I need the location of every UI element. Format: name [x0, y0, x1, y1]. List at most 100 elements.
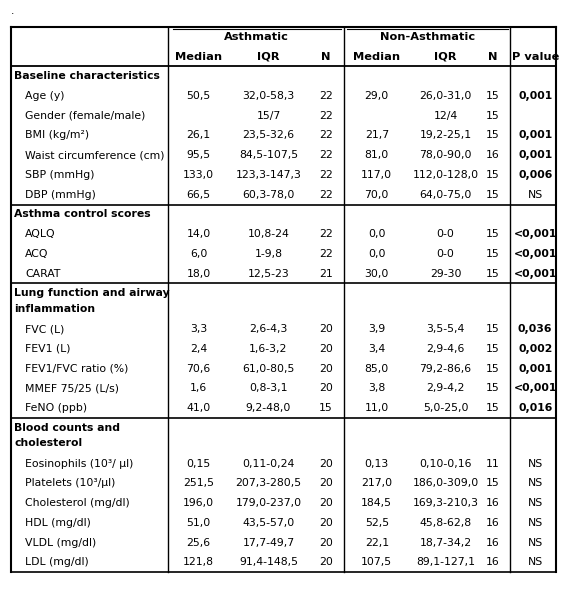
- Text: P value: P value: [512, 51, 559, 62]
- Text: 11: 11: [486, 459, 499, 469]
- Text: 0,006: 0,006: [518, 170, 552, 180]
- Text: 29-30: 29-30: [430, 269, 461, 279]
- Text: 15: 15: [486, 324, 499, 334]
- Text: Eosinophils (10³/ μl): Eosinophils (10³/ μl): [25, 459, 134, 469]
- Text: 12,5-23: 12,5-23: [248, 269, 289, 279]
- Text: 20: 20: [319, 344, 333, 354]
- Text: BMI (kg/m²): BMI (kg/m²): [25, 130, 90, 141]
- Text: 60,3-78,0: 60,3-78,0: [243, 190, 294, 200]
- Text: <0,001: <0,001: [514, 229, 557, 239]
- Text: Waist circumference (cm): Waist circumference (cm): [25, 150, 165, 160]
- Text: 17,7-49,7: 17,7-49,7: [243, 538, 294, 548]
- Text: 15: 15: [486, 111, 499, 121]
- Text: 0-0: 0-0: [437, 249, 455, 259]
- Text: 51,0: 51,0: [187, 518, 210, 528]
- Text: 15: 15: [486, 344, 499, 354]
- Text: 179,0-237,0: 179,0-237,0: [235, 498, 302, 508]
- Text: 0-0: 0-0: [437, 229, 455, 239]
- Text: NS: NS: [527, 518, 543, 528]
- Text: 196,0: 196,0: [183, 498, 214, 508]
- Text: 16: 16: [486, 538, 499, 548]
- Text: Cholesterol (mg/dl): Cholesterol (mg/dl): [25, 498, 130, 508]
- Text: N: N: [488, 51, 497, 62]
- Text: 91,4-148,5: 91,4-148,5: [239, 557, 298, 568]
- Text: NS: NS: [527, 190, 543, 200]
- Text: 3,9: 3,9: [368, 324, 385, 334]
- Text: 18,0: 18,0: [187, 269, 210, 279]
- Text: 70,6: 70,6: [187, 364, 210, 374]
- Text: 0,001: 0,001: [518, 130, 552, 141]
- Text: 2,9-4,2: 2,9-4,2: [426, 383, 465, 393]
- Text: 78,0-90,0: 78,0-90,0: [419, 150, 472, 160]
- Text: 22: 22: [319, 150, 333, 160]
- Text: 18,7-34,2: 18,7-34,2: [420, 538, 472, 548]
- Text: AQLQ: AQLQ: [25, 229, 56, 239]
- Text: 15: 15: [486, 170, 499, 180]
- Text: CARAT: CARAT: [25, 269, 61, 279]
- Text: NS: NS: [527, 478, 543, 489]
- Text: Baseline characteristics: Baseline characteristics: [14, 71, 160, 81]
- Text: 184,5: 184,5: [362, 498, 392, 508]
- Text: ACQ: ACQ: [25, 249, 49, 259]
- Text: 84,5-107,5: 84,5-107,5: [239, 150, 298, 160]
- Text: MMEF 75/25 (L/s): MMEF 75/25 (L/s): [25, 383, 120, 393]
- Text: 81,0: 81,0: [365, 150, 389, 160]
- Text: 16: 16: [486, 518, 499, 528]
- Text: 66,5: 66,5: [187, 190, 210, 200]
- Text: 0,002: 0,002: [518, 344, 552, 354]
- Text: inflammation: inflammation: [14, 304, 95, 313]
- Text: 22: 22: [319, 111, 333, 121]
- Text: 20: 20: [319, 518, 333, 528]
- Text: 61,0-80,5: 61,0-80,5: [243, 364, 294, 374]
- Text: <0,001: <0,001: [514, 249, 557, 259]
- Text: cholesterol: cholesterol: [14, 438, 82, 448]
- Text: 12/4: 12/4: [434, 111, 457, 121]
- Text: 45,8-62,8: 45,8-62,8: [420, 518, 472, 528]
- Text: 112,0-128,0: 112,0-128,0: [412, 170, 479, 180]
- Text: 16: 16: [486, 150, 499, 160]
- Text: 22: 22: [319, 91, 333, 101]
- Text: 26,0-31,0: 26,0-31,0: [420, 91, 472, 101]
- Text: 15: 15: [486, 403, 499, 413]
- Text: 0,0: 0,0: [368, 249, 386, 259]
- Text: 15: 15: [486, 364, 499, 374]
- Text: 64,0-75,0: 64,0-75,0: [420, 190, 472, 200]
- Text: 22: 22: [319, 249, 333, 259]
- Text: 0,8-3,1: 0,8-3,1: [249, 383, 288, 393]
- Text: 15: 15: [486, 190, 499, 200]
- Text: Asthma control scores: Asthma control scores: [14, 209, 151, 219]
- Text: 22,1: 22,1: [365, 538, 389, 548]
- Text: <0,001: <0,001: [514, 269, 557, 279]
- Text: 121,8: 121,8: [183, 557, 214, 568]
- Text: 15: 15: [319, 403, 333, 413]
- Text: 1,6-3,2: 1,6-3,2: [249, 344, 288, 354]
- Text: Asthmatic: Asthmatic: [223, 32, 289, 42]
- Text: 169,3-210,3: 169,3-210,3: [412, 498, 479, 508]
- Text: 22: 22: [319, 229, 333, 239]
- Text: 207,3-280,5: 207,3-280,5: [235, 478, 302, 489]
- Text: 85,0: 85,0: [365, 364, 389, 374]
- Text: 0,15: 0,15: [187, 459, 210, 469]
- Text: 0,036: 0,036: [518, 324, 553, 334]
- Text: 29,0: 29,0: [365, 91, 389, 101]
- Text: 15/7: 15/7: [257, 111, 280, 121]
- Text: IQR: IQR: [257, 51, 280, 62]
- Text: 15: 15: [486, 229, 499, 239]
- Text: 15: 15: [486, 91, 499, 101]
- Text: 79,2-86,6: 79,2-86,6: [420, 364, 472, 374]
- Text: 11,0: 11,0: [365, 403, 389, 413]
- Text: 23,5-32,6: 23,5-32,6: [243, 130, 294, 141]
- Text: 15: 15: [486, 383, 499, 393]
- Text: LDL (mg/dl): LDL (mg/dl): [25, 557, 89, 568]
- Text: 20: 20: [319, 324, 333, 334]
- Text: FEV1/FVC ratio (%): FEV1/FVC ratio (%): [25, 364, 129, 374]
- Text: 0,001: 0,001: [518, 364, 552, 374]
- Text: Lung function and airway: Lung function and airway: [14, 288, 170, 298]
- Text: 107,5: 107,5: [361, 557, 393, 568]
- Text: 0,10-0,16: 0,10-0,16: [419, 459, 472, 469]
- Text: DBP (mmHg): DBP (mmHg): [25, 190, 96, 200]
- Text: 70,0: 70,0: [364, 190, 389, 200]
- Text: 1,6: 1,6: [190, 383, 207, 393]
- Text: 0,001: 0,001: [518, 150, 552, 160]
- Text: 217,0: 217,0: [361, 478, 393, 489]
